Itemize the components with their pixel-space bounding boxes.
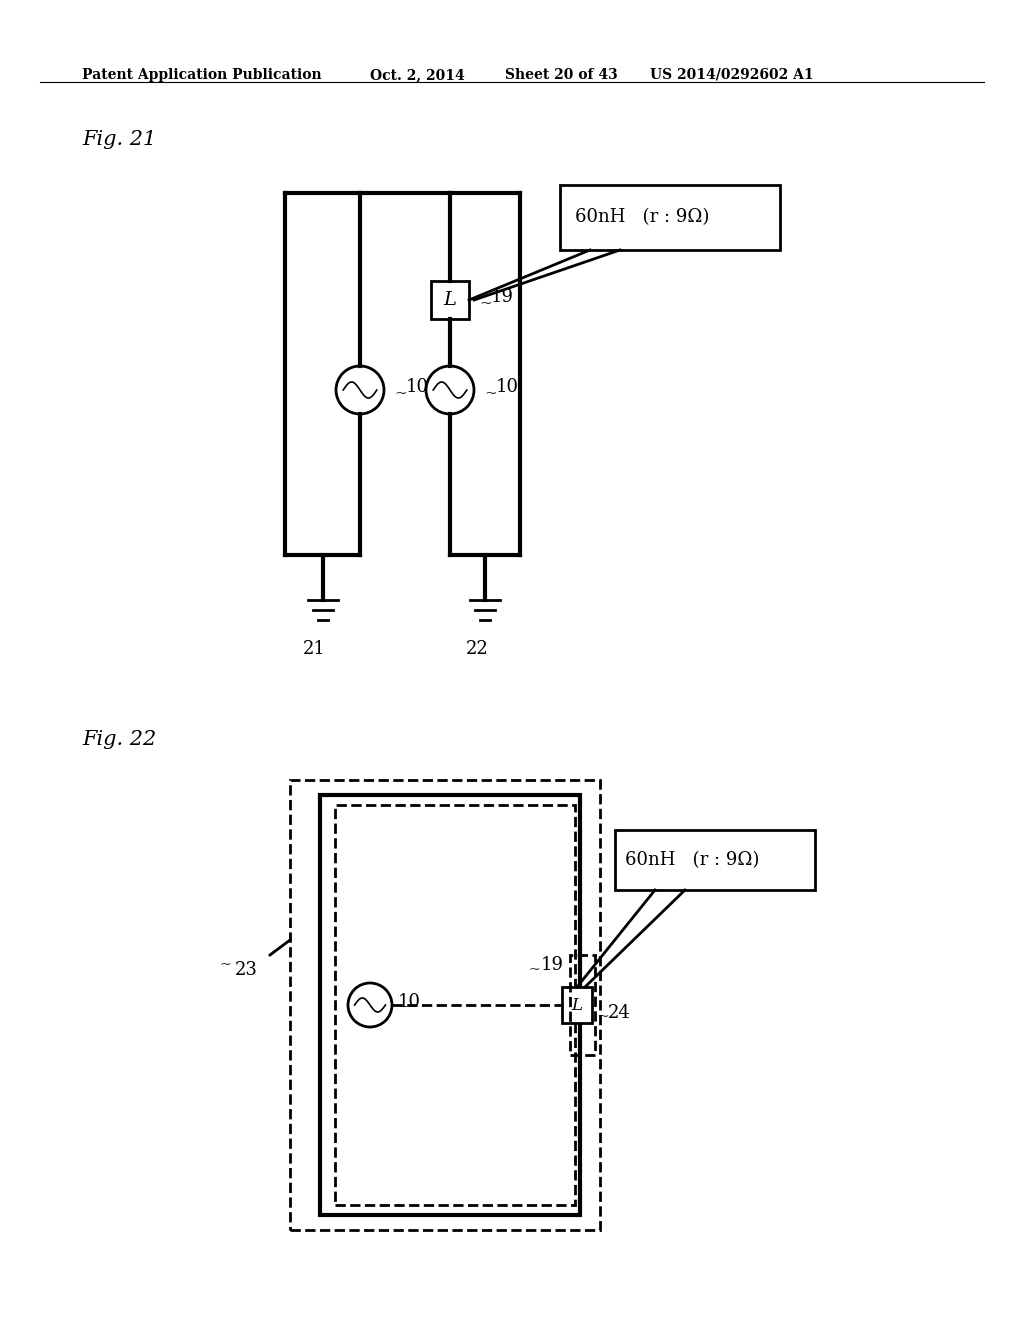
Text: 10: 10 bbox=[496, 378, 519, 396]
Text: 22: 22 bbox=[466, 640, 488, 657]
Text: 10: 10 bbox=[398, 993, 421, 1011]
Text: Fig. 21: Fig. 21 bbox=[82, 129, 157, 149]
Text: ~: ~ bbox=[529, 964, 541, 977]
Text: 23: 23 bbox=[234, 961, 258, 979]
Text: 60nH   (r : 9Ω): 60nH (r : 9Ω) bbox=[625, 851, 760, 869]
Bar bbox=[335, 805, 575, 1205]
FancyBboxPatch shape bbox=[562, 987, 592, 1023]
Text: ~: ~ bbox=[220, 958, 231, 972]
Text: L: L bbox=[443, 290, 457, 309]
Bar bbox=[615, 830, 815, 890]
Text: ~: ~ bbox=[484, 387, 497, 401]
Text: 10: 10 bbox=[406, 378, 429, 396]
Text: Sheet 20 of 43: Sheet 20 of 43 bbox=[505, 69, 617, 82]
Text: 60nH   (r : 9Ω): 60nH (r : 9Ω) bbox=[575, 209, 710, 227]
Text: L: L bbox=[571, 997, 583, 1014]
Text: 19: 19 bbox=[541, 956, 564, 974]
Text: 24: 24 bbox=[608, 1005, 631, 1022]
Text: ~: ~ bbox=[479, 297, 492, 312]
Text: 19: 19 bbox=[490, 288, 514, 306]
Text: Oct. 2, 2014: Oct. 2, 2014 bbox=[370, 69, 465, 82]
Text: ~: ~ bbox=[394, 387, 407, 401]
Text: 21: 21 bbox=[303, 640, 326, 657]
Text: Patent Application Publication: Patent Application Publication bbox=[82, 69, 322, 82]
Bar bbox=[560, 185, 780, 249]
Text: Fig. 22: Fig. 22 bbox=[82, 730, 157, 748]
Bar bbox=[319, 795, 580, 1214]
Bar bbox=[290, 780, 600, 1230]
Text: ~: ~ bbox=[598, 1010, 609, 1024]
Text: US 2014/0292602 A1: US 2014/0292602 A1 bbox=[650, 69, 814, 82]
Bar bbox=[570, 954, 595, 1055]
